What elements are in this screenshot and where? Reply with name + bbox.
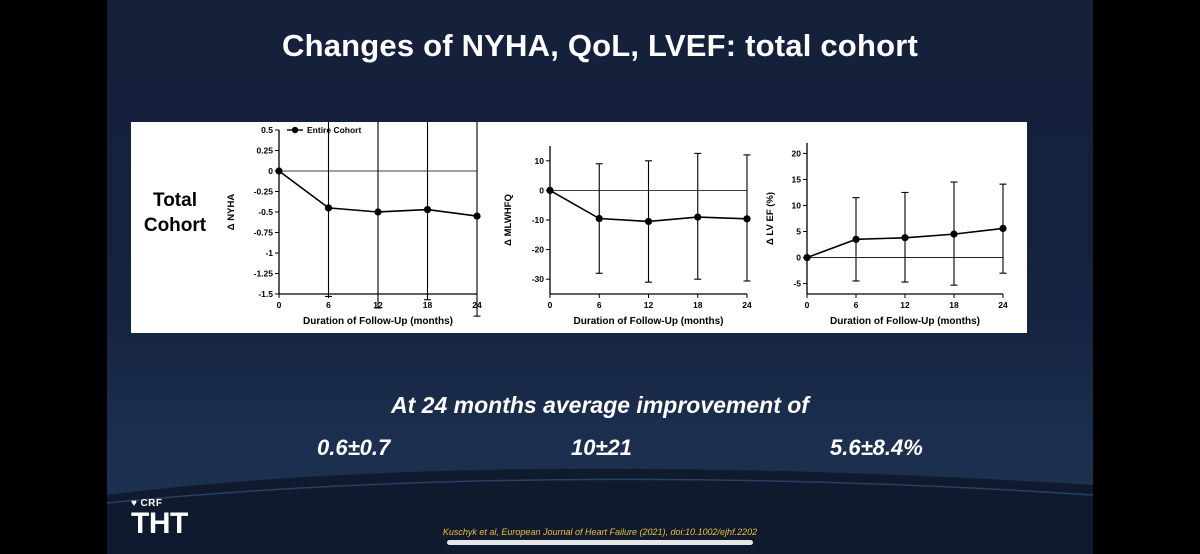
logo: ♥ CRF THT [131,498,188,539]
y-tick-label: -1.25 [254,269,274,279]
data-point [644,217,653,226]
data-point [595,214,603,223]
y-tick-label: 10 [535,156,545,166]
y-tick-label: -30 [532,274,545,284]
heart-icon: ♥ [131,498,138,509]
row-label-line2: Cohort [143,215,207,236]
x-tick-label: 6 [597,300,602,310]
summary-text: At 24 months average improvement of [391,392,809,418]
y-tick-label: 0 [796,253,801,263]
row-label-line1: Total [153,190,197,211]
data-point [324,204,333,212]
x-tick-label: 12 [900,300,910,310]
y-tick-label: 15 [792,174,802,184]
data-point [852,235,860,243]
y-tick-label: -1 [265,248,273,258]
data-point [743,215,751,223]
x-tick-label: 12 [644,300,654,310]
x-tick-label: 18 [423,300,433,310]
y-tick-label: 10 [792,200,802,210]
data-point [275,167,283,175]
y-tick-label: 0.5 [261,125,273,135]
data-point [999,224,1007,232]
y-tick-label: 0.25 [256,146,273,156]
x-tick-label: 0 [805,300,810,310]
y-axis-label: Δ LV EF (%) [765,192,776,245]
data-point [950,230,958,238]
logo-tht-text: THT [131,507,188,540]
data-point [546,186,554,194]
figure-panel: Total Cohort 0.5 0.25 0 -0.25 -0.5 -0.75 -1 -1.… [131,122,1027,333]
x-axis-label: Duration of Follow-Up (months) [830,316,980,327]
data-point [901,234,909,242]
slide-title: Changes of NYHA, QoL, LVEF: total cohort [281,28,919,63]
x-tick-label: 6 [326,300,331,310]
slide: Changes of NYHA, QoL, LVEF: total cohort… [107,0,1093,554]
x-axis-label: Duration of Follow-Up (months) [303,316,453,327]
data-point [803,253,811,262]
logo-crf-text: CRF [140,498,163,509]
data-point [473,212,481,220]
chart-svg: 10 0 -10 -20 -30 0 6 12 18 24 Duration of Follow-U… [503,146,752,327]
chart-svg: 0.50.250-0.25-0.5-0.75-1-1.25-1.50 6 12 18 2… [226,122,482,327]
stat-lvef: 5.6±8.4% [830,435,923,460]
y-tick-label: -0.25 [254,187,274,197]
y-tick-label: 20 [792,148,802,158]
chart-svg: 20 15 10 5 0 -5 0 6 12 18 24 Duration of Follow-Up … [765,143,1008,327]
y-tick-label: 5 [796,227,801,237]
y-axis-label: Δ MLWHFQ [503,194,514,246]
x-tick-label: 24 [998,300,1008,310]
y-tick-label: -5 [793,279,801,289]
y-tick-label: -20 [532,245,545,255]
data-point [374,208,382,216]
home-indicator[interactable] [447,540,753,545]
x-tick-label: 18 [693,300,703,310]
data-point [694,213,702,221]
y-tick-label: 0 [539,185,544,195]
y-tick-label: -0.75 [254,228,274,238]
stat-mlwhfq: 10±21 [571,435,633,460]
citation: Kuschyk et al, European Journal of Heart… [442,527,758,537]
decorative-wave [107,468,1093,554]
y-tick-label: -10 [532,215,545,225]
legend-label: Entire Cohort [307,125,361,135]
y-tick-label: -0.5 [258,207,273,217]
legend-marker [291,126,299,134]
x-tick-label: 0 [548,300,553,310]
x-tick-label: 6 [854,300,859,310]
x-tick-label: 0 [277,300,282,310]
mlwhfq-chart: 10 0 -10 -20 -30 0 6 12 18 24 Duration of Follow-U… [501,122,761,333]
y-axis-label: Δ NYHA [226,194,237,231]
stat-nyha: 0.6±0.7 [317,435,391,460]
y-tick-label: 0 [268,166,273,176]
x-tick-label: 18 [949,300,959,310]
y-tick-label: -1.5 [258,289,273,299]
row-label: Total Cohort [131,188,219,238]
x-axis-label: Duration of Follow-Up (months) [574,316,724,327]
lvef-chart: 20 15 10 5 0 -5 0 6 12 18 24 Duration of Follow-Up … [763,122,1027,333]
data-point [423,205,432,214]
nyha-chart: 0.5 0.25 0 -0.25 -0.5 -0.75 -1 -1.25 -1.5 0 6 12 18 2… [224,122,489,333]
x-tick-label: 24 [742,300,752,310]
